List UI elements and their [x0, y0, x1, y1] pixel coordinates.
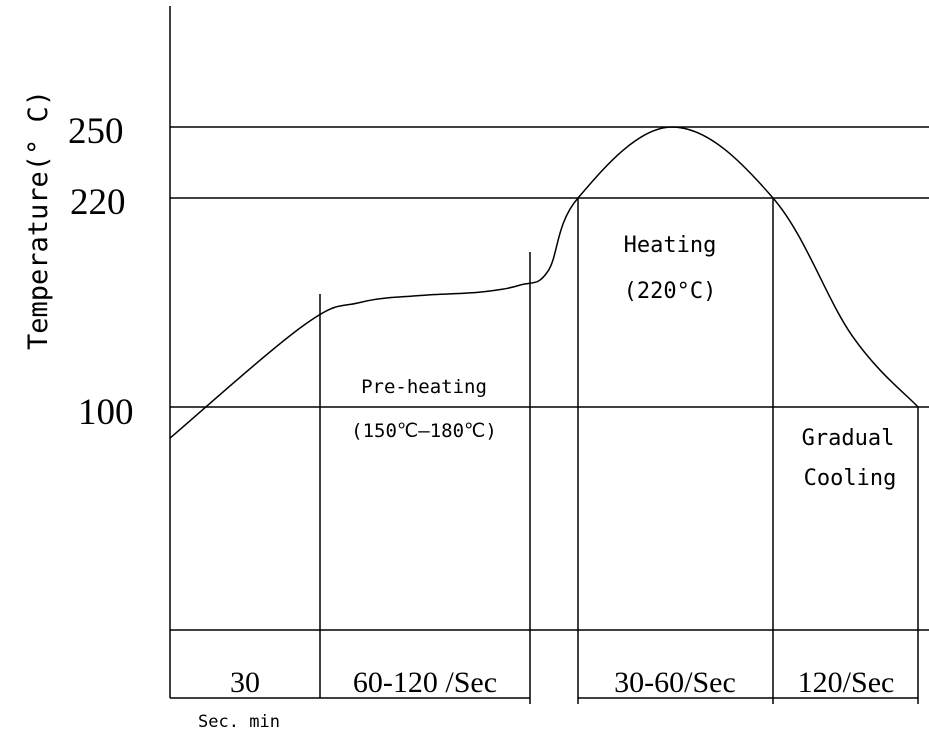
time-note: Sec. min	[198, 712, 280, 732]
segment-label-2: 60-120 /Sec	[353, 666, 497, 699]
zone-label-preheating-1: Pre-heating	[361, 376, 487, 398]
temperature-curve	[169, 126, 919, 439]
zone-label-preheating-2: (150℃—180℃)	[351, 420, 497, 442]
zone-label-cooling-2: Cooling	[804, 466, 897, 491]
zone-label-cooling-1: Gradual	[802, 426, 895, 451]
zone-label-heating-1: Heating	[624, 233, 717, 258]
segment-label-4: 120/Sec	[798, 666, 895, 699]
y-tick-220: 220	[70, 182, 126, 223]
segment-label-1: 30	[230, 666, 260, 699]
y-tick-250: 250	[68, 111, 124, 152]
y-tick-100: 100	[78, 392, 134, 433]
zone-label-heating-2: (220°C)	[624, 279, 717, 304]
y-axis-label: Temperature(° C)	[23, 90, 54, 350]
segment-label-3: 30-60/Sec	[614, 666, 736, 699]
